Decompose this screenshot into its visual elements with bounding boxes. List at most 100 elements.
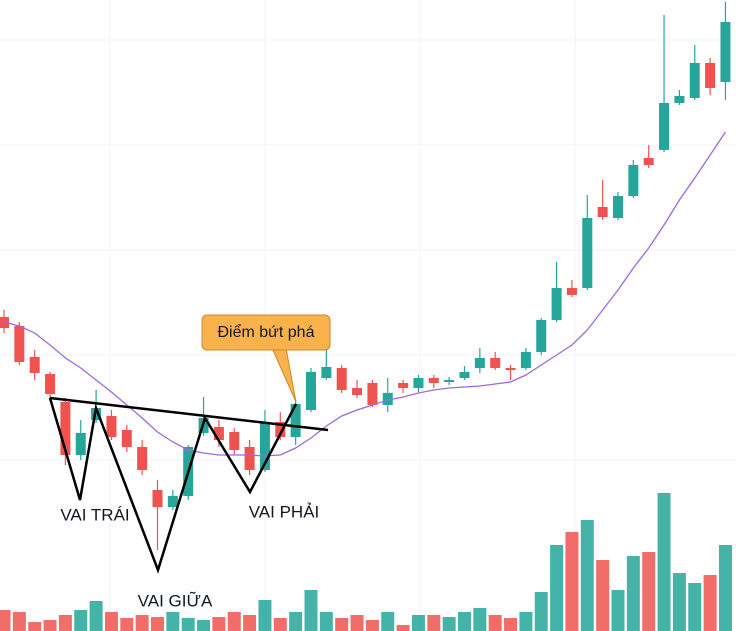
candle-body <box>367 383 378 405</box>
volume-bar <box>273 618 287 631</box>
volume-bar <box>197 620 211 631</box>
volume-bar <box>596 560 610 631</box>
volume-bar <box>411 615 425 631</box>
volume-bar <box>120 618 134 631</box>
candle-body <box>152 490 163 507</box>
candle-body <box>628 165 639 196</box>
volume-bar <box>289 612 303 631</box>
volume-bar <box>350 615 364 631</box>
volume-bar <box>504 618 518 631</box>
volume-bar <box>427 615 441 631</box>
volume-bar <box>335 618 349 631</box>
candle-body <box>413 378 424 388</box>
candle-body <box>244 447 255 470</box>
volume-bar <box>580 520 594 631</box>
volume-bar <box>688 583 702 631</box>
volume-bar <box>58 615 72 631</box>
candle-body <box>290 404 301 437</box>
volume-bar <box>519 612 533 631</box>
candle-body <box>474 358 485 368</box>
candle-body <box>613 196 623 218</box>
volume-bar <box>396 625 410 631</box>
volume-bar <box>0 610 11 631</box>
volume-bar <box>611 590 625 631</box>
candle-body <box>643 158 654 165</box>
candle-body <box>428 378 439 383</box>
volume-bar <box>473 608 487 631</box>
candle-body <box>490 358 501 368</box>
candle-body <box>29 357 40 373</box>
candle-body <box>121 430 132 447</box>
volume-bar <box>258 600 272 631</box>
volume-bar <box>181 618 195 631</box>
candle-body <box>536 320 547 352</box>
volume-bar <box>227 612 241 631</box>
candle-body <box>659 103 670 150</box>
volume-bar <box>28 622 42 631</box>
volume-bar <box>166 612 180 631</box>
right-shoulder-label: VAI PHẢI <box>249 502 320 521</box>
volume-bar <box>151 617 164 631</box>
candle-body <box>45 374 56 394</box>
pattern-lines <box>48 314 331 574</box>
volume-bar <box>534 592 548 631</box>
candle-body <box>597 207 608 217</box>
volume-bar <box>458 612 471 631</box>
callout-pointer <box>271 347 297 403</box>
callout-box <box>201 314 331 351</box>
volume-bar <box>304 590 318 631</box>
candle-body <box>336 368 347 390</box>
candle-body <box>75 433 86 455</box>
candle-body <box>689 63 700 98</box>
candle-body <box>213 427 224 440</box>
volume-bar <box>365 620 379 631</box>
volume-bar <box>89 601 103 631</box>
candle-body <box>705 63 716 88</box>
candle-body <box>382 393 393 405</box>
volume-bar <box>135 615 149 631</box>
volume-bar <box>626 556 640 631</box>
candle-body <box>275 422 286 437</box>
neckline <box>49 396 329 432</box>
candle-body <box>505 368 516 370</box>
candle-body <box>352 388 363 395</box>
candle-body <box>398 383 409 388</box>
candle-body <box>106 416 117 437</box>
candle-body <box>566 288 577 295</box>
volume-bar <box>672 573 686 631</box>
volume-bar <box>43 620 57 631</box>
volume-bar <box>550 545 564 631</box>
candle-body <box>551 288 562 320</box>
volume-bar <box>243 615 257 631</box>
moving-average <box>3 131 726 457</box>
candle-body <box>14 326 25 362</box>
volume-bar <box>12 612 26 631</box>
candle-body <box>60 402 71 455</box>
candle-body <box>674 96 685 103</box>
candle-body <box>520 352 531 368</box>
candle-body <box>167 496 178 507</box>
volume-bar <box>703 575 717 631</box>
head-label: VAI GIỮA <box>138 591 213 610</box>
head-shoulders-line <box>48 397 298 574</box>
volume-bar <box>642 552 656 631</box>
volume-bar <box>319 612 333 631</box>
volume-layer <box>0 493 732 631</box>
volume-bar <box>74 610 88 631</box>
breakout-label: Điểm bứt phá <box>218 323 315 341</box>
volume-bar <box>212 617 226 631</box>
volume-bar <box>381 612 395 631</box>
volume-bar <box>718 545 732 631</box>
volume-bar <box>488 615 502 631</box>
candle-body <box>582 218 593 288</box>
candle-body <box>137 447 148 470</box>
candle-body <box>306 372 316 410</box>
left-shoulder-label: VAI TRÁI <box>60 505 129 524</box>
volume-bar <box>565 532 579 631</box>
volume-bar <box>442 617 456 631</box>
volume-bar <box>104 612 118 631</box>
candle-body <box>229 432 240 450</box>
candle-body <box>321 367 332 378</box>
